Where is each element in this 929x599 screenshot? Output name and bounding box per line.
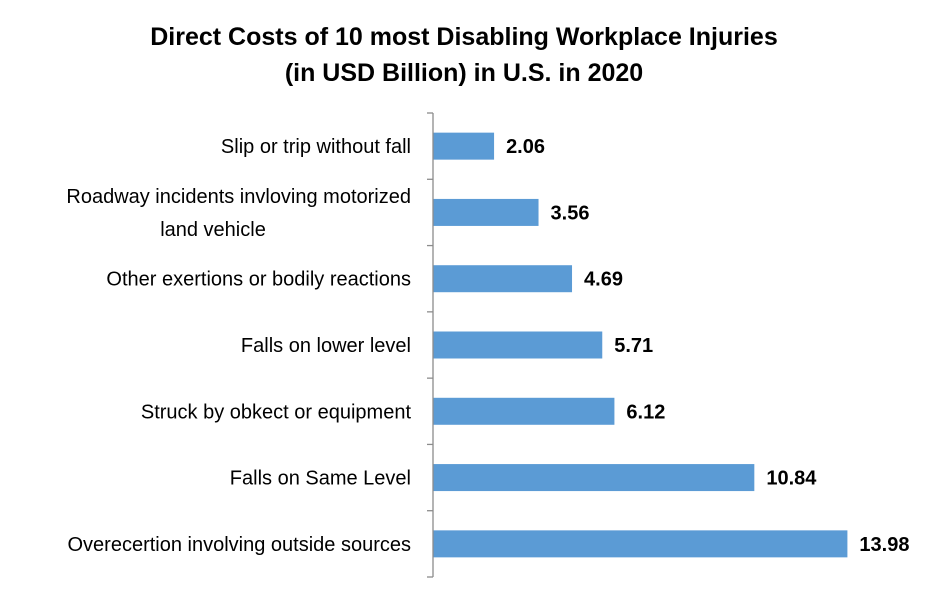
data-label: 6.12 [626,401,665,423]
y-axis [427,112,434,578]
chart-title-line: Direct Costs of 10 most Disabling Workpl… [150,23,777,51]
chart-title: Direct Costs of 10 most Disabling Workpl… [150,23,777,87]
data-label: 5.71 [614,335,653,357]
category-label: Slip or trip without fall [221,136,411,158]
bar [433,464,755,492]
data-label: 10.84 [766,468,817,490]
bar [433,132,495,160]
bar [433,198,539,226]
data-label: 13.98 [859,534,909,556]
bars [433,132,848,558]
data-label: 3.56 [551,202,590,224]
category-label: land vehicle [160,219,266,241]
category-label: Falls on lower level [241,335,411,357]
category-labels: Slip or trip without fall Roadway inciden… [66,136,411,556]
bar [433,331,603,359]
category-label: Other exertions or bodily reactions [106,269,411,291]
data-label: 2.06 [506,136,545,158]
data-label: 4.69 [584,269,623,291]
category-label: Struck by obkect or equipment [141,401,412,423]
bar [433,265,573,293]
category-label: Overecertion involving outside sources [67,534,411,556]
chart-title-line: (in USD Billion) in U.S. in 2020 [285,59,643,87]
category-label: Falls on Same Level [230,468,411,490]
bar [433,397,615,425]
category-label: Roadway incidents invloving motorized [66,186,411,208]
value-labels: 2.06 3.56 4.69 5.71 6.12 10.84 13.98 [506,136,909,556]
bar [433,530,848,558]
